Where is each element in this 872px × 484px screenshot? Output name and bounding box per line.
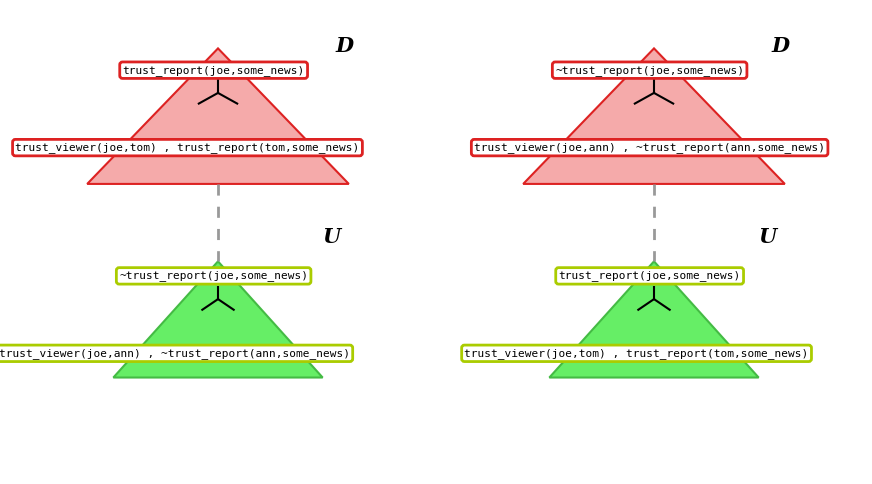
Polygon shape (523, 48, 785, 184)
Text: D: D (772, 36, 790, 56)
Text: trust_viewer(joe,tom) , trust_report(tom,some_news): trust_viewer(joe,tom) , trust_report(tom… (465, 348, 808, 359)
Text: U: U (759, 227, 777, 247)
Text: ~trust_report(joe,some_news): ~trust_report(joe,some_news) (555, 65, 744, 76)
Text: trust_viewer(joe,ann) , ~trust_report(ann,some_news): trust_viewer(joe,ann) , ~trust_report(an… (0, 348, 350, 359)
Text: trust_report(joe,some_news): trust_report(joe,some_news) (122, 65, 305, 76)
Polygon shape (113, 261, 323, 378)
Polygon shape (549, 261, 759, 378)
Text: U: U (323, 227, 341, 247)
Text: trust_viewer(joe,ann) , ~trust_report(ann,some_news): trust_viewer(joe,ann) , ~trust_report(an… (474, 142, 825, 153)
Polygon shape (87, 48, 349, 184)
Text: D: D (336, 36, 354, 56)
Text: trust_report(joe,some_news): trust_report(joe,some_news) (558, 271, 741, 281)
Text: trust_viewer(joe,tom) , trust_report(tom,some_news): trust_viewer(joe,tom) , trust_report(tom… (16, 142, 359, 153)
Text: ~trust_report(joe,some_news): ~trust_report(joe,some_news) (119, 271, 308, 281)
